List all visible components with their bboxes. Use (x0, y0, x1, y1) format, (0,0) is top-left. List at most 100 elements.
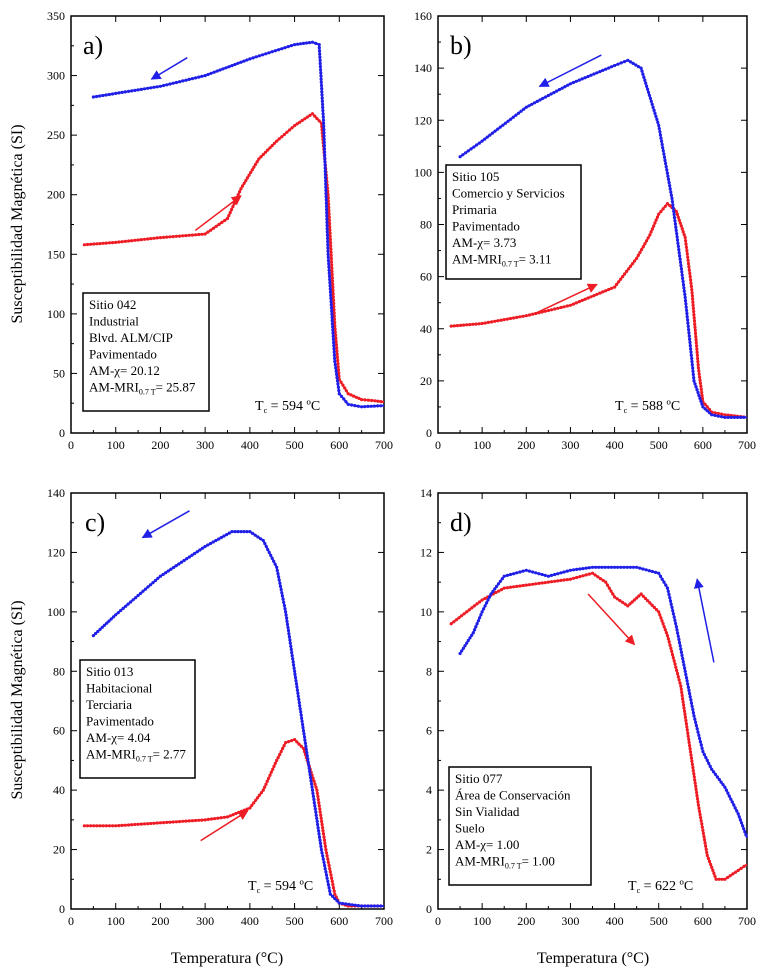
heating-point (515, 315, 519, 319)
heating-point (194, 818, 198, 823)
heating-point (327, 212, 331, 216)
heating-point (318, 810, 322, 814)
cooling-point (687, 688, 691, 693)
heating-point (691, 765, 695, 770)
heating-point (716, 411, 720, 416)
cooling-point (562, 570, 566, 574)
heating-point (324, 848, 328, 852)
cooling-point (221, 67, 225, 71)
cooling-point (557, 88, 562, 92)
cooling-point (195, 550, 199, 554)
heating-point (158, 821, 162, 825)
heating-point (330, 876, 334, 880)
heating-point (674, 209, 679, 214)
heating-point (636, 253, 640, 257)
heating-point (239, 187, 243, 191)
cooling-point (171, 81, 175, 85)
panel-label: c) (85, 508, 105, 537)
cooling-point (302, 735, 307, 739)
cooling-point (476, 619, 480, 623)
heating-point (689, 284, 694, 288)
heating-point (695, 790, 699, 795)
cooling-point (565, 569, 569, 573)
cooling-point (333, 359, 337, 364)
heating-point (228, 211, 232, 215)
cooling-point (273, 49, 277, 53)
cooling-point (610, 65, 614, 69)
heating-point (98, 242, 102, 246)
heating-point (264, 782, 268, 786)
heating-point (313, 114, 317, 118)
cooling-point (584, 566, 588, 570)
cooling-point (692, 379, 696, 383)
heating-point (242, 808, 246, 812)
heating-point (609, 589, 613, 593)
cooling-point (552, 91, 556, 95)
heating-point (293, 124, 297, 128)
cooling-point (120, 90, 124, 94)
heating-point (457, 616, 461, 620)
heating-point (330, 273, 334, 277)
cooling-point (123, 90, 127, 94)
cooling-point (727, 794, 731, 798)
heating-point (313, 782, 317, 786)
heating-point (648, 233, 652, 237)
heating-point (250, 803, 254, 808)
heating-point (314, 785, 318, 789)
cooling-point (626, 58, 630, 62)
heating-point (335, 352, 339, 356)
heating-point (85, 242, 90, 247)
heating-point (228, 814, 232, 818)
heating-point (505, 317, 509, 321)
heating-point (330, 263, 334, 267)
heating-point (331, 282, 335, 286)
heating-point (206, 230, 210, 234)
heating-point (546, 308, 551, 313)
cooling-point (493, 129, 497, 133)
cooling-point (326, 239, 330, 244)
heating-point (273, 761, 277, 766)
cooling-point (227, 65, 231, 69)
heating-point (678, 221, 682, 225)
cooling-point (650, 569, 655, 574)
cooling-point (684, 302, 688, 306)
cooling-point (495, 584, 499, 589)
heating-point (117, 824, 121, 828)
heating-point (543, 309, 547, 313)
cooling-point (318, 55, 322, 59)
cooling-point (689, 353, 693, 357)
cooling-point (516, 111, 521, 115)
cooling-point (658, 133, 663, 137)
cooling-point (206, 72, 210, 77)
cooling-point (595, 71, 599, 75)
cooling-point (208, 541, 213, 546)
cooling-point (242, 530, 246, 534)
cooling-point (158, 574, 162, 578)
cooling-point (320, 851, 324, 855)
heating-point (139, 822, 143, 826)
cooling-point (670, 200, 675, 204)
cooling-point (676, 244, 681, 248)
cooling-point (656, 120, 660, 124)
cooling-point (677, 641, 682, 645)
cooling-direction-arrow (538, 54, 602, 88)
cooling-point (282, 603, 286, 608)
heating-point (618, 599, 622, 603)
heating-point (327, 215, 331, 219)
heating-point (126, 239, 131, 243)
heating-point (527, 583, 532, 587)
heating-point (685, 728, 689, 732)
heating-point (234, 811, 238, 816)
heating-point (572, 576, 576, 580)
cooling-point (322, 121, 326, 125)
cooling-point (511, 115, 515, 119)
heating-point (326, 857, 330, 861)
cooling-point (670, 196, 674, 200)
info-line: AM-χ= 20.12 (89, 363, 160, 378)
cooling-point (105, 621, 109, 625)
cooling-point (353, 903, 357, 907)
info-box (79, 659, 196, 779)
cooling-point (697, 733, 701, 737)
cooling-point (245, 58, 249, 62)
cooling-point (168, 82, 172, 86)
